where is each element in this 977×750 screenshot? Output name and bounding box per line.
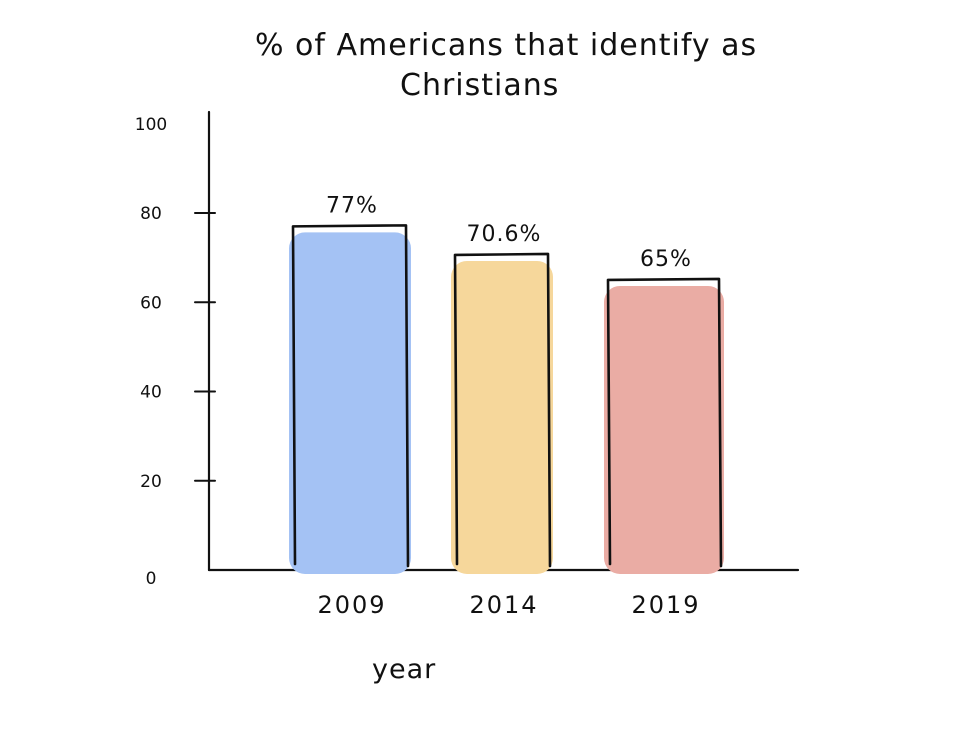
bar-outline [291, 224, 410, 568]
data-label: 65% [640, 247, 692, 272]
x-axis-label: year [372, 654, 436, 685]
chart-title-line2: Christians [400, 68, 559, 103]
y-tick-label: 20 [140, 472, 162, 492]
bar-outline [606, 277, 723, 568]
data-label: 70.6% [467, 222, 542, 247]
chart-title-line1: % of Americans that identify as [255, 28, 757, 63]
y-tick-label: 0 [146, 569, 157, 589]
y-tick-label: 100 [135, 115, 167, 135]
bar-outline [453, 252, 552, 568]
x-category-label: 2014 [469, 591, 538, 619]
bar-fill [451, 260, 553, 574]
x-category-label: 2009 [317, 591, 386, 619]
y-tick-label: 40 [140, 383, 162, 403]
bar-fill [604, 285, 724, 574]
bar-fill [289, 232, 411, 574]
data-label: 77% [326, 193, 378, 218]
y-tick-label: 80 [140, 204, 162, 224]
chart-marks: 0 20 40 60 80 100 77% 2009 70.6% 2014 65% 2019 [135, 110, 800, 619]
y-tick-label: 60 [140, 293, 162, 313]
x-category-label: 2019 [631, 591, 700, 619]
